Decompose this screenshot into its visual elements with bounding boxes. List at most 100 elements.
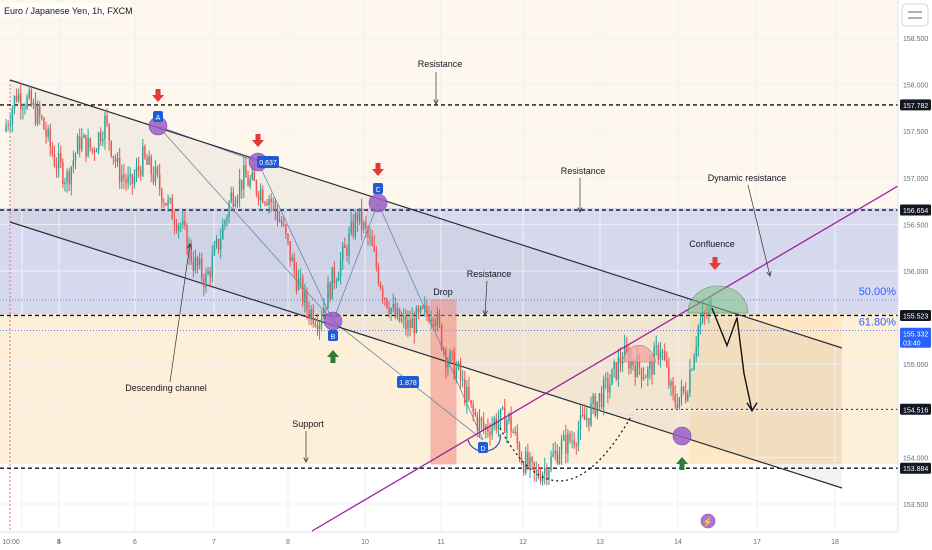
confluence-dome — [687, 285, 749, 314]
candle-body — [70, 166, 73, 185]
candle-body — [245, 164, 247, 178]
swing-label-1: B — [331, 334, 336, 341]
scale-button[interactable] — [901, 3, 929, 27]
time-axis-bg — [0, 532, 898, 550]
candle-body — [407, 320, 409, 330]
candle-body — [167, 199, 169, 206]
candle-body — [461, 379, 464, 381]
candle-body — [644, 377, 647, 379]
candle-body — [676, 403, 679, 408]
candle-body — [165, 202, 167, 206]
candle-body — [693, 356, 695, 370]
candle-body — [253, 172, 256, 181]
candle-body — [74, 153, 77, 161]
candle-body — [47, 128, 49, 137]
candle-body — [207, 271, 209, 274]
candle-body — [26, 97, 28, 109]
upper-orange-zone — [0, 0, 898, 208]
candle-body — [66, 171, 68, 183]
candle-body — [428, 313, 430, 322]
candle-body — [257, 193, 260, 201]
candle-body — [642, 377, 645, 380]
candle-body — [230, 192, 232, 203]
candle-body — [268, 198, 270, 205]
shoulder-dome — [621, 345, 657, 363]
candle-body — [695, 345, 697, 357]
arrow-down-x — [252, 134, 264, 147]
candle-body — [314, 323, 317, 326]
candle-body — [478, 417, 481, 430]
candle-body — [373, 245, 376, 252]
candle-body — [499, 408, 502, 421]
candle-body — [344, 245, 346, 249]
price-label-1: 156.654 — [903, 208, 928, 215]
dynamic-resistance-line — [311, 185, 899, 532]
candle-body — [17, 93, 20, 101]
candle-body — [434, 321, 437, 326]
annotation-pointer-head-1 — [577, 207, 583, 213]
candle-body — [596, 401, 599, 416]
price-label-bg-0 — [900, 99, 931, 111]
candle-body — [363, 222, 365, 230]
candle-body — [600, 393, 603, 408]
marker-event — [700, 513, 716, 529]
swing-label-bg-2 — [373, 183, 383, 194]
candle-body — [154, 167, 157, 182]
candle-body — [133, 176, 136, 185]
candle-body — [9, 123, 11, 126]
candle-body — [137, 166, 140, 170]
candle-body — [474, 411, 477, 416]
candle-body — [354, 213, 357, 236]
candle-body — [556, 450, 559, 464]
candle-body — [266, 202, 268, 205]
candle-body — [565, 435, 567, 454]
candle-body — [28, 90, 30, 98]
candle-body — [87, 138, 89, 157]
candle-body — [360, 207, 363, 230]
candle-body — [569, 433, 571, 442]
countdown-label: 03:40 — [903, 340, 921, 347]
candle-body — [171, 198, 174, 220]
time-tick-12: 18 — [831, 539, 839, 546]
price-label-4: 154.516 — [903, 407, 928, 414]
candle-body — [182, 220, 184, 225]
candle-body — [493, 418, 495, 426]
price-label-5: 153.884 — [903, 466, 928, 473]
scale-button-box[interactable] — [901, 3, 929, 27]
arrow-down-a — [152, 89, 164, 102]
candle-body — [325, 307, 327, 309]
blue-resistance-zone — [0, 208, 898, 314]
candle-body — [659, 351, 662, 360]
candle-body — [194, 257, 197, 271]
candle-body — [457, 362, 460, 369]
candle-body — [413, 318, 415, 333]
candle-body — [76, 136, 79, 154]
candle-body — [594, 395, 596, 416]
candle-body — [470, 399, 472, 405]
candle-body — [339, 260, 342, 277]
candle-body — [706, 313, 708, 316]
candle-body — [512, 431, 514, 433]
header: Euro / Japanese Yen, 1h, FXCM — [0, 3, 133, 17]
candle-body — [550, 456, 552, 471]
candle-body — [575, 445, 578, 447]
candle-body — [38, 105, 41, 117]
candle-body — [236, 197, 239, 204]
candle-body — [548, 470, 550, 480]
ratio-label-bg-1 — [397, 376, 419, 388]
candle-body — [329, 283, 331, 300]
channel-lower-line — [9, 221, 843, 489]
projection-path — [711, 308, 753, 411]
candle-body — [506, 420, 508, 433]
annotation-pointer-5 — [747, 184, 771, 277]
price-label-bg-2 — [900, 309, 931, 321]
price-label-0: 157.782 — [903, 103, 928, 110]
candle-body — [114, 158, 117, 163]
candle-body — [144, 146, 146, 158]
candle-body — [567, 433, 569, 454]
candle-body — [283, 224, 285, 226]
time-tick-3: 6 — [133, 539, 137, 546]
annotation-pointer-head-2 — [482, 310, 488, 316]
candle-body — [251, 172, 253, 180]
arrow-down-confluence — [709, 257, 721, 270]
